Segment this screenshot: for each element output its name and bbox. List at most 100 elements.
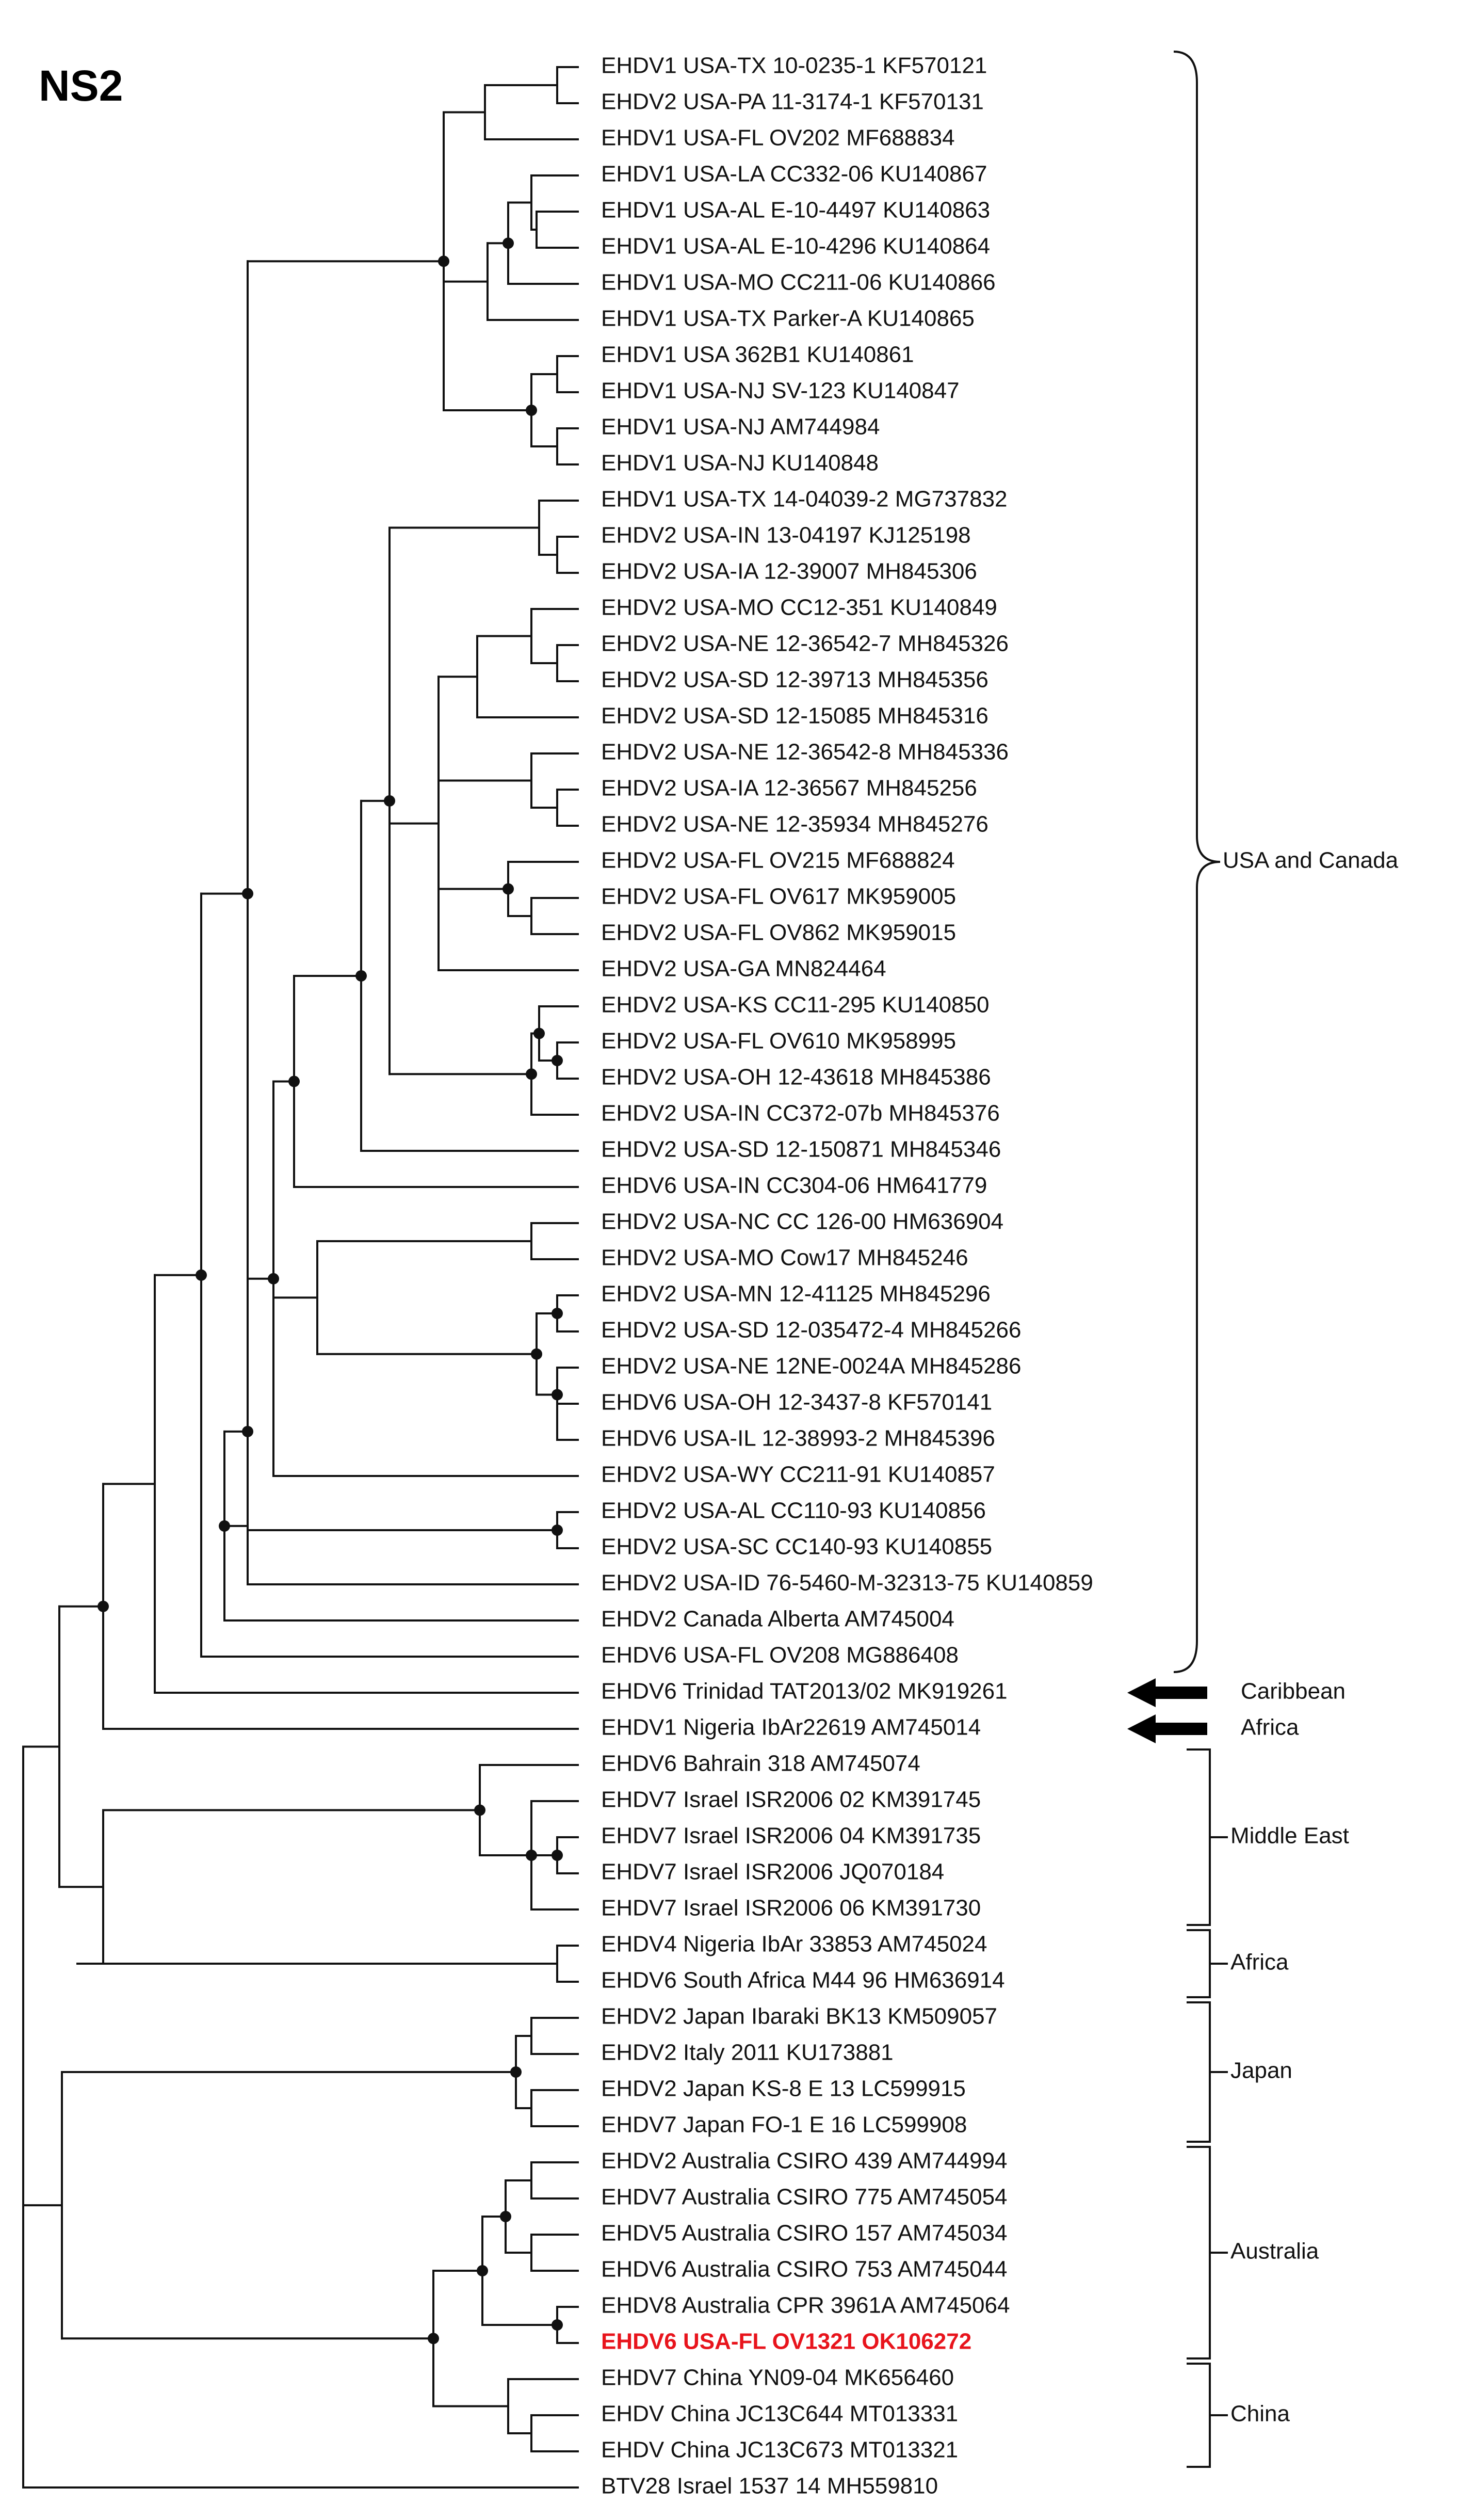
taxon-label: EHDV2 USA-OH 12-43618 MH845386 bbox=[601, 1065, 991, 1090]
clade-label: USA and Canada bbox=[1223, 848, 1399, 873]
taxon-label: EHDV2 USA-NC CC 126-00 HM636904 bbox=[601, 1209, 1003, 1234]
taxon-label: EHDV2 USA-SD 12-035472-4 MH845266 bbox=[601, 1318, 1021, 1343]
taxon-label: EHDV China JC13C644 MT013331 bbox=[601, 2401, 958, 2427]
taxon-label: EHDV2 USA-FL OV215 MF688824 bbox=[601, 848, 955, 873]
bootstrap-node-marker bbox=[510, 2066, 522, 2078]
taxon-label: EHDV2 Japan Ibaraki BK13 KM509057 bbox=[601, 2004, 997, 2029]
taxon-label: EHDV2 USA-WY CC211-91 KU140857 bbox=[601, 1462, 995, 1487]
taxon-label: EHDV1 USA-FL OV202 MF688834 bbox=[601, 125, 955, 151]
clade-arrow bbox=[1127, 1714, 1207, 1743]
taxon-label: EHDV6 USA-IN CC304-06 HM641779 bbox=[601, 1173, 987, 1198]
bootstrap-node-marker bbox=[526, 1850, 537, 1861]
taxon-label: EHDV2 Japan KS-8 E 13 LC599915 bbox=[601, 2076, 966, 2101]
taxon-label: EHDV4 Nigeria IbAr 33853 AM745024 bbox=[601, 1932, 987, 1957]
taxon-label: EHDV2 USA-MO Cow17 MH845246 bbox=[601, 1245, 968, 1271]
bootstrap-node-marker bbox=[474, 1804, 485, 1816]
bootstrap-node-marker bbox=[242, 888, 253, 900]
taxon-label: EHDV2 USA-IA 12-36567 MH845256 bbox=[601, 776, 977, 801]
taxon-label: EHDV2 Italy 2011 KU173881 bbox=[601, 2040, 894, 2065]
taxon-label: EHDV2 USA-FL OV862 MK959015 bbox=[601, 920, 956, 945]
bootstrap-node-marker bbox=[552, 1389, 563, 1401]
clade-annotations: USA and Canada Caribbean Africa Middle East… bbox=[1127, 51, 1399, 2468]
taxon-label: EHDV6 USA-FL OV208 MG886408 bbox=[601, 1643, 959, 1668]
taxon-label: EHDV2 USA-PA 11-3174-1 KF570131 bbox=[601, 89, 984, 115]
tree-branches bbox=[22, 66, 579, 2489]
bootstrap-node-marker bbox=[477, 2265, 488, 2276]
bootstrap-node-marker bbox=[288, 1076, 300, 1087]
taxon-label: EHDV6 Trinidad TAT2013/02 MK919261 bbox=[601, 1679, 1008, 1704]
clade-label: Africa bbox=[1241, 1715, 1299, 1740]
bootstrap-node-marker bbox=[242, 1425, 253, 1437]
taxon-label: EHDV1 USA-NJ SV-123 KU140847 bbox=[601, 378, 960, 404]
bootstrap-node-marker bbox=[526, 405, 537, 416]
taxon-label: EHDV2 USA-MO CC12-351 KU140849 bbox=[601, 595, 997, 620]
clade-bracket bbox=[1187, 2001, 1228, 2143]
taxon-label: EHDV1 USA 362B1 KU140861 bbox=[601, 342, 914, 367]
bootstrap-node-marker bbox=[552, 1524, 563, 1536]
taxon-label: EHDV1 USA-TX Parker-A KU140865 bbox=[601, 306, 975, 331]
taxon-label: EHDV8 Australia CPR 3961A AM745064 bbox=[601, 2293, 1010, 2318]
taxon-label: EHDV7 Australia CSIRO 775 AM745054 bbox=[601, 2185, 1008, 2210]
taxon-label: EHDV2 USA-IA 12-39007 MH845306 bbox=[601, 559, 977, 584]
clade-label: Middle East bbox=[1230, 1823, 1349, 1849]
taxon-label: EHDV2 USA-IN 13-04197 KJ125198 bbox=[601, 523, 971, 548]
taxon-label: EHDV6 USA-OH 12-3437-8 KF570141 bbox=[601, 1390, 992, 1415]
bootstrap-node-marker bbox=[552, 1055, 563, 1066]
taxon-label: EHDV2 USA-NE 12NE-0024A MH845286 bbox=[601, 1354, 1021, 1379]
taxon-label: EHDV2 Australia CSIRO 439 AM744994 bbox=[601, 2148, 1008, 2174]
clade-label: China bbox=[1230, 2401, 1290, 2427]
taxon-label: EHDV1 USA-AL E-10-4296 KU140864 bbox=[601, 234, 990, 259]
bootstrap-nodes bbox=[98, 237, 563, 2345]
taxon-label: EHDV2 USA-SD 12-150871 MH845346 bbox=[601, 1137, 1001, 1162]
taxon-label: EHDV2 USA-ID 76-5460-M-32313-75 KU140859 bbox=[601, 1570, 1093, 1596]
clade-bracket bbox=[1187, 2146, 1228, 2360]
bootstrap-node-marker bbox=[196, 1269, 207, 1281]
taxon-label: EHDV1 USA-TX 14-04039-2 MG737832 bbox=[601, 487, 1008, 512]
bootstrap-node-marker bbox=[552, 1308, 563, 1319]
taxon-label: EHDV6 Bahrain 318 AM745074 bbox=[601, 1751, 920, 1776]
taxon-label: EHDV2 USA-NE 12-35934 MH845276 bbox=[601, 812, 988, 837]
taxon-labels: EHDV1 USA-TX 10-0235-1 KF570121 EHDV2 USA… bbox=[601, 53, 1093, 2499]
taxon-label: EHDV7 Israel ISR2006 JQ070184 bbox=[601, 1859, 944, 1885]
taxon-label: EHDV2 USA-SC CC140-93 KU140855 bbox=[601, 1534, 992, 1560]
taxon-label: EHDV2 USA-SD 12-39713 MH845356 bbox=[601, 667, 988, 693]
taxon-label: EHDV2 USA-MN 12-41125 MH845296 bbox=[601, 1281, 991, 1307]
taxon-label: EHDV6 Australia CSIRO 753 AM745044 bbox=[601, 2257, 1008, 2282]
bootstrap-node-marker bbox=[355, 970, 367, 982]
taxon-label: EHDV6 USA-IL 12-38993-2 MH845396 bbox=[601, 1426, 995, 1451]
taxon-label: EHDV2 USA-NE 12-36542-7 MH845326 bbox=[601, 631, 1009, 656]
taxon-label: EHDV2 USA-KS CC11-295 KU140850 bbox=[601, 992, 989, 1018]
clade-brace bbox=[1173, 51, 1221, 1673]
taxon-label: EHDV2 USA-FL OV610 MK958995 bbox=[601, 1029, 956, 1054]
bootstrap-node-marker bbox=[552, 1850, 563, 1861]
taxon-label: EHDV2 USA-SD 12-15085 MH845316 bbox=[601, 703, 988, 729]
bootstrap-node-marker bbox=[219, 1520, 230, 1532]
taxon-label: EHDV1 USA-TX 10-0235-1 KF570121 bbox=[601, 53, 987, 78]
taxon-label: EHDV7 Israel ISR2006 04 KM391735 bbox=[601, 1823, 981, 1849]
clade-label: Japan bbox=[1230, 2058, 1292, 2083]
taxon-label: EHDV2 USA-NE 12-36542-8 MH845336 bbox=[601, 740, 1009, 765]
bootstrap-node-marker bbox=[503, 883, 514, 895]
bootstrap-node-marker bbox=[98, 1600, 109, 1612]
clade-label: Australia bbox=[1230, 2239, 1319, 2264]
bootstrap-node-marker bbox=[428, 2333, 439, 2345]
bootstrap-node-marker bbox=[438, 255, 449, 267]
taxon-label: EHDV1 Nigeria IbAr22619 AM745014 bbox=[601, 1715, 981, 1740]
bootstrap-node-marker bbox=[552, 2319, 563, 2331]
taxon-label: EHDV1 USA-NJ AM744984 bbox=[601, 414, 880, 440]
taxon-label: EHDV China JC13C673 MT013321 bbox=[601, 2437, 958, 2463]
clade-label: Caribbean bbox=[1241, 1679, 1346, 1704]
highlighted-taxon-label: EHDV6 USA-FL OV1321 OK106272 bbox=[601, 2329, 971, 2354]
taxon-label: EHDV1 USA-AL E-10-4497 KU140863 bbox=[601, 198, 990, 223]
taxon-label: EHDV2 Canada Alberta AM745004 bbox=[601, 1607, 954, 1632]
bootstrap-node-marker bbox=[533, 1028, 545, 1039]
bootstrap-node-marker bbox=[503, 237, 514, 249]
taxon-label: BTV28 Israel 1537 14 MH559810 bbox=[601, 2474, 938, 2499]
clade-arrow bbox=[1127, 1678, 1207, 1707]
taxon-label: EHDV7 Israel ISR2006 06 KM391730 bbox=[601, 1896, 981, 1921]
bootstrap-node-marker bbox=[500, 2211, 511, 2222]
clade-bracket bbox=[1187, 1748, 1228, 1926]
taxon-label: EHDV1 USA-LA CC332-06 KU140867 bbox=[601, 162, 987, 187]
figure-title: NS2 bbox=[39, 61, 123, 110]
